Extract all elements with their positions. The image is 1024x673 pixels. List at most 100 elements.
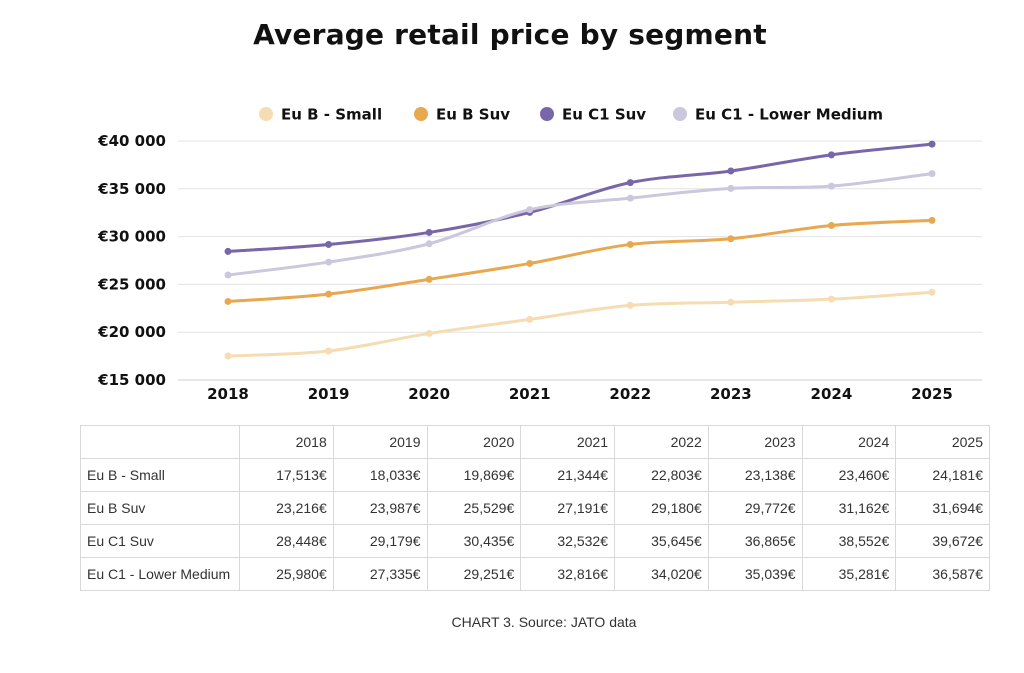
data-point xyxy=(626,194,634,202)
table-cell: 39,672€ xyxy=(895,524,990,558)
data-point xyxy=(325,347,333,355)
data-point xyxy=(928,170,936,178)
table-header-cell: 2021 xyxy=(520,425,615,459)
chart-legend: Eu B - Small Eu B Suv Eu C1 Suv Eu C1 - Low… xyxy=(259,106,883,124)
table-cell: 28,448€ xyxy=(239,524,334,558)
series-2 xyxy=(224,216,936,305)
table-corner-cell xyxy=(80,425,240,459)
table-body: Eu B - Small 17,513€ 18,033€ 19,869€ 21,344€… xyxy=(80,458,990,591)
table-cell: 29,180€ xyxy=(614,491,709,525)
series-4 xyxy=(224,170,936,279)
table-header-cell: 2023 xyxy=(707,425,803,459)
table-header-cell: 2022 xyxy=(614,425,709,459)
data-point xyxy=(526,206,534,214)
table-cell: 30,435€ xyxy=(426,524,522,558)
x-tick-label: 2020 xyxy=(408,385,450,403)
legend-item: Eu C1 Suv xyxy=(540,106,646,124)
x-tick-label: 2021 xyxy=(509,385,551,403)
chart-series xyxy=(224,140,936,360)
legend-label: Eu B Suv xyxy=(436,106,510,124)
chart-title-text: Average retail price by segment xyxy=(253,18,767,51)
table-cell: 22,803€ xyxy=(614,458,709,492)
y-tick-label: €35 000 xyxy=(97,180,166,198)
table-cell: 34,020€ xyxy=(614,557,709,591)
legend-item: Eu C1 - Lower Medium xyxy=(673,106,883,124)
x-tick-label: 2023 xyxy=(710,385,752,403)
legend-swatch xyxy=(414,107,428,121)
data-point xyxy=(224,352,232,360)
line-chart: Eu B - Small Eu B Suv Eu C1 Suv Eu C1 - Low… xyxy=(97,106,982,403)
table-cell: 38,552€ xyxy=(801,524,897,558)
y-tick-label: €20 000 xyxy=(97,323,166,341)
legend-item: Eu B Suv xyxy=(414,106,510,124)
y-tick-label: €30 000 xyxy=(97,228,166,246)
data-point xyxy=(224,271,232,279)
x-axis: 2018 2019 2020 2021 2022 2023 2024 2025 xyxy=(207,385,953,403)
data-point xyxy=(928,288,936,296)
table-cell: 27,335€ xyxy=(332,557,428,591)
legend-label: Eu C1 Suv xyxy=(562,106,646,124)
row-label: Eu C1 - Lower Medium xyxy=(80,557,240,591)
y-tick-label: €25 000 xyxy=(97,275,166,293)
table-cell: 23,460€ xyxy=(801,458,897,492)
data-point xyxy=(626,179,634,187)
series-3 xyxy=(224,140,936,255)
table-cell: 25,980€ xyxy=(239,557,334,591)
legend-swatch xyxy=(673,107,687,121)
data-point xyxy=(526,315,534,323)
table-header-cell: 2020 xyxy=(426,425,522,459)
data-point xyxy=(325,258,333,266)
table-cell: 35,645€ xyxy=(614,524,709,558)
legend-item: Eu B - Small xyxy=(259,106,382,124)
table-cell: 31,162€ xyxy=(801,491,897,525)
table-cell: 36,587€ xyxy=(895,557,990,591)
x-tick-label: 2022 xyxy=(609,385,651,403)
table-cell: 23,216€ xyxy=(239,491,334,525)
table-cell: 23,138€ xyxy=(707,458,803,492)
series-line xyxy=(226,172,934,277)
table-cell: 29,251€ xyxy=(426,557,522,591)
x-tick-label: 2024 xyxy=(811,385,853,403)
row-label: Eu B - Small xyxy=(80,458,240,492)
data-point xyxy=(224,297,232,305)
x-tick-label: 2018 xyxy=(207,385,249,403)
table-cell: 24,181€ xyxy=(895,458,990,492)
data-point xyxy=(325,290,333,298)
row-label: Eu B Suv xyxy=(80,491,240,525)
data-point xyxy=(325,240,333,248)
table-cell: 35,281€ xyxy=(801,557,897,591)
table-header-cell: 2018 xyxy=(239,425,334,459)
data-point xyxy=(626,240,634,248)
table-row: Eu B Suv 23,216€ 23,987€ 25,529€ 27,191€ 29,1… xyxy=(80,491,990,525)
data-point xyxy=(425,329,433,337)
table-cell: 25,529€ xyxy=(426,491,522,525)
data-point xyxy=(425,228,433,236)
data-point xyxy=(727,167,735,175)
legend-swatch xyxy=(259,107,273,121)
table-cell: 23,987€ xyxy=(332,491,428,525)
table-cell: 18,033€ xyxy=(332,458,428,492)
table-cell: 32,816€ xyxy=(520,557,615,591)
data-point xyxy=(224,247,232,255)
data-table: 2018 2019 2020 2021 2022 2023 2024 2025 Eu B - … xyxy=(80,425,990,591)
data-point xyxy=(727,235,735,243)
data-point xyxy=(827,182,835,190)
table-cell: 35,039€ xyxy=(707,557,803,591)
series-1 xyxy=(224,288,936,360)
series-line xyxy=(226,218,934,303)
chart-title: Average retail price by segment xyxy=(0,18,1024,51)
table-header-row: 2018 2019 2020 2021 2022 2023 2024 2025 xyxy=(80,425,990,459)
table-row: Eu C1 Suv 28,448€ 29,179€ 30,435€ 32,532€ 35,… xyxy=(80,524,990,558)
table-header-cell: 2025 xyxy=(895,425,990,459)
table-cell: 31,694€ xyxy=(895,491,990,525)
chart-caption: CHART 3. Source: JATO data xyxy=(451,614,637,630)
x-tick-label: 2025 xyxy=(911,385,953,403)
row-label: Eu C1 Suv xyxy=(80,524,240,558)
table-cell: 21,344€ xyxy=(520,458,615,492)
table-cell: 29,772€ xyxy=(707,491,803,525)
table-cell: 29,179€ xyxy=(332,524,428,558)
data-point xyxy=(727,298,735,306)
series-line xyxy=(226,142,934,253)
table-cell: 32,532€ xyxy=(520,524,615,558)
series-line xyxy=(226,290,934,358)
